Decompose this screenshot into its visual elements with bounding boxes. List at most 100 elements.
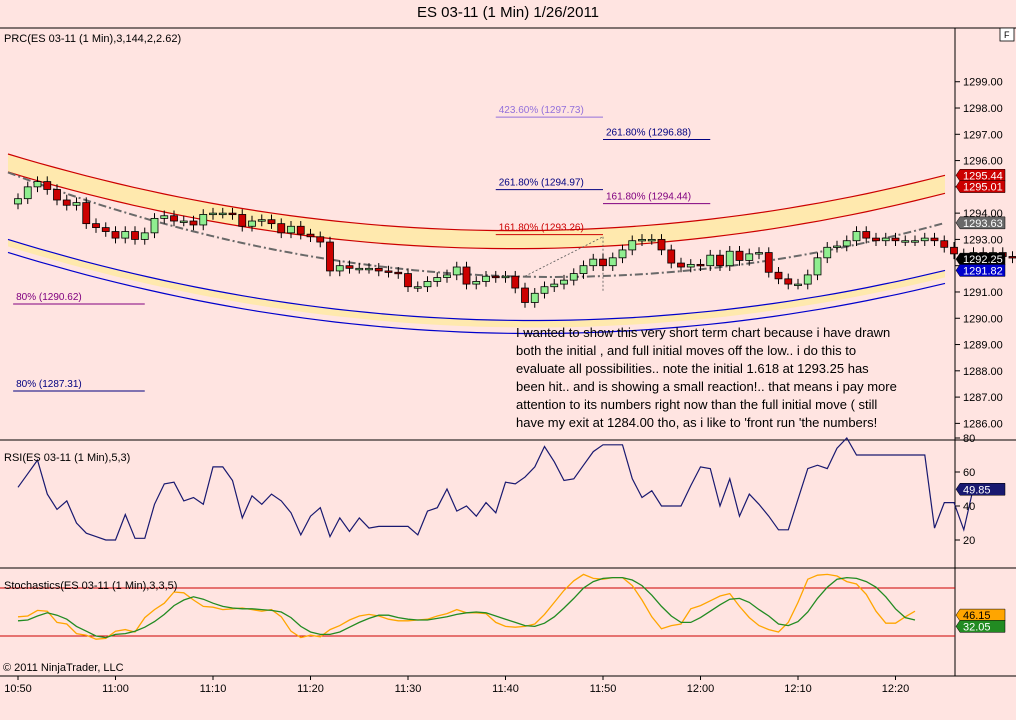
candle[interactable] [735,250,744,261]
candle[interactable] [823,246,832,259]
candle[interactable] [248,220,256,227]
candle[interactable] [404,273,412,288]
candle[interactable] [550,283,559,288]
candle[interactable] [657,239,666,251]
candle[interactable] [101,227,110,232]
candle[interactable] [170,215,178,222]
candle[interactable] [706,254,715,267]
candle[interactable] [764,252,773,273]
candle[interactable] [326,241,334,272]
candle[interactable] [803,274,812,285]
candle[interactable] [92,223,100,228]
candle[interactable] [774,271,783,280]
candle[interactable] [218,212,227,216]
candle[interactable] [579,265,588,274]
candle[interactable] [930,237,939,242]
candle[interactable] [443,274,451,278]
candle[interactable] [667,249,676,264]
candle[interactable] [725,250,734,267]
candle[interactable] [833,245,841,248]
candle[interactable] [599,258,607,267]
candle[interactable] [608,257,617,267]
candle[interactable] [560,279,568,285]
candle[interactable] [1008,256,1016,259]
candle[interactable] [413,286,422,289]
candle[interactable] [199,214,208,226]
candle[interactable] [940,240,949,248]
candle[interactable] [53,189,61,201]
candle[interactable] [23,186,32,200]
candle[interactable] [179,220,188,223]
candle[interactable] [160,215,169,219]
candle[interactable] [794,283,802,286]
candle[interactable] [316,236,325,243]
candle[interactable] [862,231,871,239]
candle[interactable] [589,258,598,267]
candle[interactable] [745,253,754,261]
candle[interactable] [647,239,656,242]
candle[interactable] [374,267,383,272]
candle[interactable] [82,202,91,225]
candle[interactable] [306,233,315,238]
candle[interactable] [813,257,822,276]
candle[interactable] [452,266,461,276]
candle[interactable] [755,252,763,255]
candle[interactable] [677,262,685,268]
candle[interactable] [638,239,646,242]
candle[interactable] [43,181,52,190]
candle[interactable] [530,292,539,303]
candle[interactable] [14,198,22,205]
candle[interactable] [911,240,919,243]
candle[interactable] [716,254,724,267]
candle[interactable] [881,237,890,242]
candle[interactable] [189,220,198,226]
candle[interactable] [491,275,500,279]
candle[interactable] [511,275,520,289]
candle[interactable] [277,223,286,234]
candle[interactable] [33,181,42,188]
candle[interactable] [872,237,880,242]
candle[interactable] [335,265,344,272]
candle[interactable] [257,219,266,222]
candle[interactable] [686,263,695,268]
candle[interactable] [131,231,139,240]
candle[interactable] [852,231,861,242]
candle[interactable] [423,281,432,288]
candle[interactable] [696,263,705,267]
candle[interactable] [72,202,81,206]
f-button[interactable]: F [999,27,1015,42]
candle[interactable] [842,240,851,247]
candle[interactable] [296,225,305,235]
candle[interactable] [521,287,529,303]
candle[interactable] [501,275,510,279]
candle[interactable] [384,270,393,273]
candle[interactable] [920,237,929,242]
candle[interactable] [150,217,159,234]
candle[interactable] [628,240,637,251]
candle[interactable] [267,219,276,225]
candle[interactable] [209,212,217,216]
candle[interactable] [950,246,958,255]
candle[interactable] [540,286,549,294]
candle[interactable] [355,267,364,271]
candle[interactable] [433,277,442,282]
candle[interactable] [121,231,130,239]
candle[interactable] [472,281,481,285]
candle[interactable] [462,266,471,285]
candle[interactable] [618,249,627,259]
candle[interactable] [365,267,373,271]
candle[interactable] [111,231,120,239]
candle[interactable] [569,273,578,281]
candle[interactable] [891,237,900,242]
candle[interactable] [62,199,71,206]
candle[interactable] [394,271,403,275]
candle[interactable] [345,265,354,269]
candle[interactable] [228,212,237,216]
candle[interactable] [784,278,793,285]
candle[interactable] [901,240,910,243]
candle[interactable] [140,232,149,240]
candle[interactable] [482,275,490,282]
candle[interactable] [238,214,247,227]
candle[interactable] [287,225,295,234]
